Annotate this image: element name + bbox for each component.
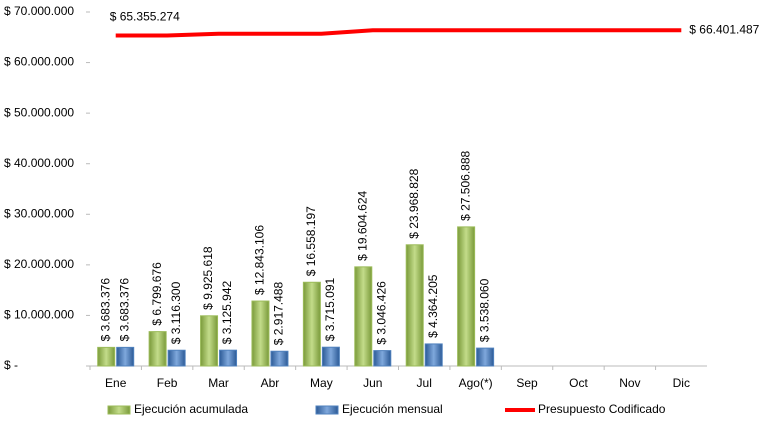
value-label: $ 16.558.197 (304, 206, 318, 276)
value-label: $ 4.364.205 (426, 274, 440, 338)
bar (200, 315, 219, 367)
bar (167, 349, 186, 367)
value-label: $ 23.968.828 (407, 168, 421, 238)
x-tick-label: Dic (673, 376, 690, 390)
bar (424, 343, 443, 367)
y-tick-label: $ 20.000.000 (4, 257, 74, 271)
y-tick-label: $ 60.000.000 (4, 55, 74, 69)
value-label: $ 6.799.676 (150, 262, 164, 326)
bar (321, 346, 340, 367)
bar (354, 266, 373, 367)
value-label: $ 3.116.300 (169, 281, 183, 344)
y-tick-label: $ 40.000.000 (4, 156, 74, 170)
x-tick-label: Ene (105, 376, 127, 390)
legend-label: Ejecución mensual (342, 402, 443, 416)
bar (476, 347, 495, 367)
value-label: $ 19.604.624 (355, 190, 369, 260)
x-tick-label: Mar (208, 376, 229, 390)
value-label: $ 2.917.488 (272, 282, 286, 346)
legend-swatch (315, 405, 339, 415)
legend-label: Presupuesto Codificado (538, 402, 666, 416)
x-tick-label: Abr (261, 376, 280, 390)
x-tick-label: Feb (157, 376, 178, 390)
value-label: $ 3.125.942 (220, 280, 234, 344)
bar (457, 226, 476, 367)
value-label: $ 3.538.060 (477, 278, 491, 342)
x-tick-label: Oct (569, 376, 588, 390)
bar (116, 346, 135, 367)
bar (251, 300, 270, 367)
bar (270, 350, 289, 367)
x-tick-label: Jun (363, 376, 382, 390)
bar (373, 350, 392, 367)
bar (219, 349, 238, 367)
value-label: $ 3.683.376 (98, 278, 112, 342)
value-label: $ 3.046.426 (374, 281, 388, 345)
x-tick-label: Nov (619, 376, 640, 390)
y-tick-label: $ 30.000.000 (4, 206, 74, 220)
y-tick-label: $ 50.000.000 (4, 105, 74, 119)
value-label: $ 9.925.618 (201, 246, 215, 310)
x-tick-label: Jul (417, 376, 432, 390)
x-tick-label: May (310, 376, 333, 390)
line (115, 28, 682, 38)
legend-label: Ejecución acumulada (134, 402, 248, 416)
value-label: $ 66.401.487 (689, 22, 759, 36)
bar (405, 244, 424, 367)
y-tick-label: $ 10.000.000 (4, 308, 74, 322)
value-label: $ 3.715.091 (323, 277, 337, 341)
value-label: $ 3.683.376 (117, 278, 131, 342)
value-label: $ 65.355.274 (110, 10, 180, 24)
y-tick-label: $ 70.000.000 (4, 4, 74, 18)
bar (148, 331, 167, 367)
legend-swatch (107, 405, 131, 415)
value-label: $ 12.843.106 (253, 225, 267, 295)
bar (97, 346, 116, 367)
bar (302, 281, 321, 367)
y-tick-label: $ - (4, 358, 18, 372)
x-tick-label: Ago(*) (459, 376, 493, 390)
value-label: $ 27.506.888 (458, 151, 472, 221)
x-tick-label: Sep (516, 376, 538, 390)
